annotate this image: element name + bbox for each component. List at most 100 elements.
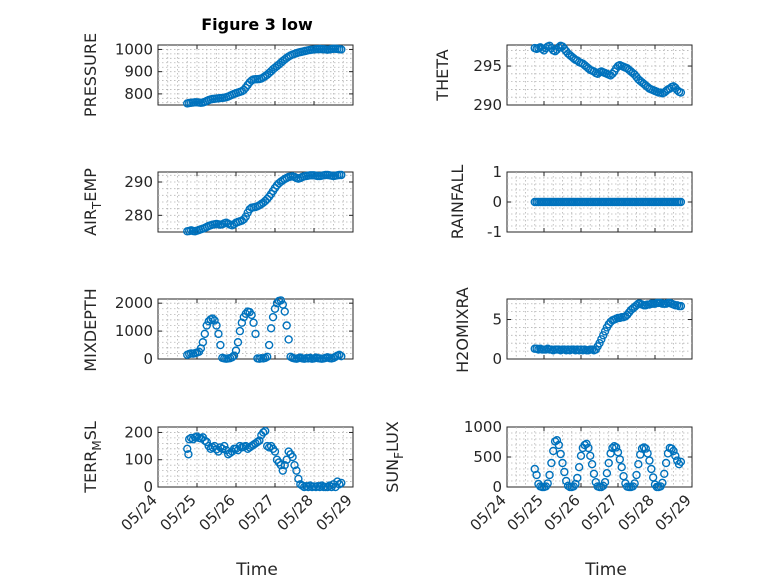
data-point [261, 426, 270, 436]
data-point [241, 309, 250, 318]
air-temp-grid [158, 172, 353, 232]
data-point [586, 451, 595, 460]
data-point [337, 170, 346, 180]
data-point [270, 447, 280, 456]
y-tick-label: 900 [124, 63, 153, 81]
data-point [278, 466, 287, 475]
data-point [235, 326, 245, 336]
data-point [611, 443, 621, 452]
data-point [600, 478, 610, 487]
data-point [233, 338, 243, 347]
data-point [615, 455, 625, 464]
y-tick-label: 200 [124, 423, 153, 441]
sun-flux-series [530, 436, 686, 492]
data-point [292, 466, 301, 475]
data-point [284, 335, 293, 344]
data-point [290, 460, 299, 470]
data-point [266, 324, 276, 333]
data-point [237, 318, 247, 327]
data-point [212, 321, 221, 330]
terr-msl-series [183, 426, 346, 492]
data-point [554, 43, 563, 52]
data-point [202, 437, 211, 447]
data-point [556, 449, 565, 459]
data-point [562, 476, 571, 486]
data-point [335, 350, 344, 360]
y-tick-label: 290 [473, 96, 502, 114]
y-tick-label: 1 [492, 163, 502, 181]
data-point [637, 444, 647, 453]
mixdepth-axis-label: MIXDEPTH [81, 288, 100, 371]
data-point [241, 212, 250, 221]
y-tick-label: -1 [487, 223, 502, 241]
data-point [599, 331, 608, 340]
pressure-series [183, 44, 346, 108]
data-point [676, 88, 686, 97]
x-tick-label: 05/27 [235, 491, 278, 534]
y-tick-label: 290 [124, 173, 153, 191]
pressure-plot-area [157, 44, 354, 106]
sun-flux-axis-label: SUNFLUX [383, 421, 406, 493]
y-tick-label: 0 [143, 478, 153, 496]
data-point [198, 338, 208, 347]
y-tick-label: 280 [124, 206, 153, 224]
data-point [569, 482, 578, 491]
sun-flux-panel: SUNFLUX Time 0500100005/2405/2505/2605/2… [383, 418, 695, 580]
y-tick-label: 500 [473, 448, 502, 466]
x-tick-label: 05/24 [467, 491, 510, 534]
data-point [337, 45, 346, 54]
data-point [563, 481, 573, 490]
data-point [560, 467, 569, 477]
h2omixra-series [530, 298, 686, 355]
x-tick-label: 05/26 [541, 491, 584, 534]
data-point [671, 451, 680, 460]
x-tick-label: 05/25 [504, 491, 547, 534]
y-tick-label: 100 [124, 451, 153, 469]
data-point [231, 346, 241, 355]
data-point [264, 340, 274, 350]
data-point [227, 353, 237, 362]
rainfall-series [530, 197, 686, 207]
data-point [582, 439, 591, 448]
data-point [647, 464, 656, 474]
data-point [280, 307, 289, 316]
air-temp-panel: AIRTEMP 280 290 [81, 168, 354, 236]
data-point [610, 442, 619, 451]
h2omixra-panel: H2OMIXRA 0 5 [453, 287, 693, 373]
data-point [573, 473, 582, 483]
time-axis-label-right: Time [584, 560, 627, 580]
data-point [200, 329, 210, 339]
data-point [589, 469, 599, 478]
data-point [229, 351, 239, 360]
data-point [667, 444, 676, 453]
data-point [276, 296, 286, 305]
y-tick-label: 0 [143, 350, 153, 368]
x-tick-label: 05/28 [615, 491, 658, 534]
y-tick-label: 295 [473, 57, 502, 75]
data-point [276, 460, 286, 470]
data-point [202, 321, 211, 330]
air-temp-axis-label: AIRTEMP [81, 168, 104, 236]
y-tick-label: 1000 [115, 40, 153, 58]
data-point [676, 197, 686, 207]
data-point [255, 436, 264, 445]
x-tick-label: 05/27 [578, 491, 621, 534]
data-point [584, 443, 593, 453]
data-point [259, 428, 268, 437]
x-tick-label: 05/26 [196, 491, 239, 534]
data-point [280, 460, 289, 470]
x-tick-label: 05/29 [313, 491, 356, 534]
y-tick-label: 0 [492, 478, 502, 496]
data-point [554, 440, 563, 450]
x-tick-label: 05/24 [118, 491, 161, 534]
data-point [634, 460, 643, 469]
y-tick-label: 0 [492, 350, 502, 368]
terr-msl-axis-label: TERRMSL [81, 421, 104, 494]
data-point [208, 314, 217, 323]
data-point [600, 327, 610, 336]
data-point [214, 329, 223, 339]
y-tick-label: 1000 [464, 418, 502, 436]
rainfall-panel: RAINFALL -1 0 1 [448, 163, 693, 241]
terr-msl-panel: TERRMSL Time 0 100 200 05/2405/2505/2605/27… [81, 421, 356, 580]
data-point [303, 482, 313, 492]
